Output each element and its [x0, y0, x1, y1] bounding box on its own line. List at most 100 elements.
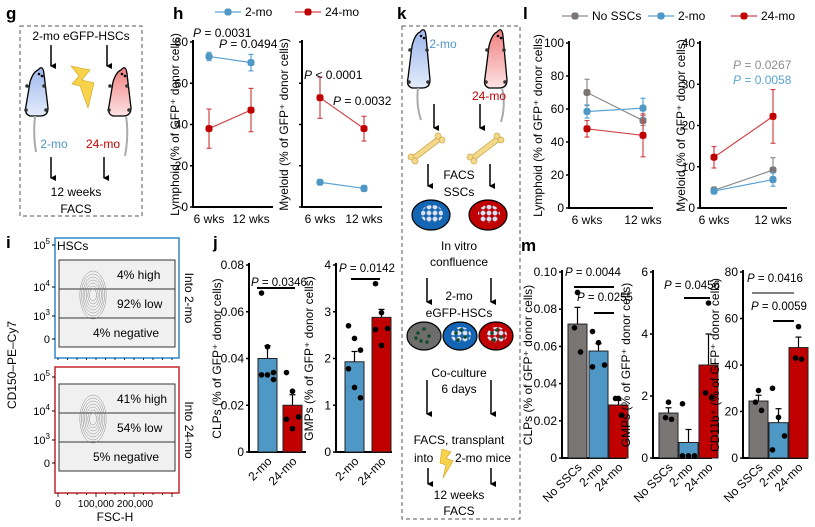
x-tick-label: 0 — [55, 499, 61, 510]
data-point — [583, 89, 591, 96]
g-top-text: 2-mo eGFP-HSCs — [32, 29, 129, 43]
data-point — [583, 107, 591, 115]
data-point — [283, 369, 290, 376]
data-point — [360, 184, 368, 192]
contour-ring — [82, 276, 104, 314]
bar-24-mo — [788, 347, 809, 459]
legend-marker — [224, 8, 232, 16]
lightning-bolt-icon — [439, 448, 454, 479]
k-facs-final-text: FACS — [443, 504, 474, 518]
panel-label-k: k — [397, 4, 407, 23]
data-point — [662, 414, 669, 421]
p-value-annotation: P = 0.0059 — [751, 301, 807, 313]
contour-ring — [84, 403, 102, 435]
data-point — [247, 59, 255, 67]
data-point — [345, 322, 352, 329]
data-point — [264, 344, 271, 350]
data-point — [612, 395, 619, 402]
data-point — [639, 131, 647, 139]
series-line-2-mo — [713, 178, 774, 192]
x-tick-label: 12 wks — [624, 213, 661, 227]
flow-side-label: Into 24-mo — [182, 401, 196, 459]
data-point — [639, 104, 647, 112]
x-tick-label: 6 wks — [572, 213, 603, 227]
data-point — [577, 349, 584, 355]
y-tick-label: 103 — [33, 432, 50, 447]
k-confluence-text: confluence — [430, 255, 488, 269]
gate-low — [58, 288, 176, 319]
y-axis-label: CD11b⁺ (% of GFP⁺ donor cells) — [708, 278, 722, 452]
data-point — [351, 384, 358, 391]
y-axis-label: CLPs (% of GFP⁺ donor cells) — [521, 285, 535, 445]
p-value-annotation: P = 0.0346 — [251, 277, 307, 289]
data-point — [665, 399, 672, 406]
data-point — [755, 387, 762, 394]
y-axis-label: GMPs (% of GFP⁺ donor cells) — [619, 283, 633, 447]
data-point — [571, 325, 578, 331]
data-point — [372, 280, 379, 287]
data-point — [798, 356, 805, 362]
data-point — [781, 433, 788, 439]
data-point — [769, 176, 777, 184]
series-line-24-mo — [586, 128, 644, 136]
series-line-24-mo — [208, 109, 252, 130]
y-tick-label: 60 — [725, 312, 739, 326]
chart-m-clps: 0 0.02 0.04 0.06 0.08 0.10 CLPs (% of GFP⁺ don… — [521, 265, 633, 505]
y-tick-label: 0 — [688, 201, 695, 215]
y-axis-label: GMPs (% of GFP⁺ donor cells) — [302, 276, 316, 440]
gate-label-low: 92% low — [117, 297, 163, 311]
k-weeks-text: 12 weeks — [434, 488, 485, 502]
x-axis-label: FSC-H — [97, 510, 134, 524]
data-point — [769, 447, 776, 453]
contour-ring — [81, 273, 105, 317]
data-point — [351, 335, 358, 342]
y-tick-label: 100 — [544, 36, 564, 50]
panel-g-schematic: 2-mo eGFP-HSCs 2-mo 24-mo 12 weeks FACS — [19, 25, 143, 217]
y-tick-label: 40 — [175, 118, 189, 132]
y-tick-label: 0.04 — [221, 352, 245, 366]
p-value-annotation: P = 0.0267 — [733, 58, 792, 72]
y-tick-label: 0.06 — [221, 305, 245, 319]
legend-l: No SSCs 2-mo 24-mo — [562, 9, 795, 23]
y-tick-label: 2 — [641, 389, 648, 403]
k-mice-text: 2-mo mice — [455, 451, 511, 465]
data-point — [601, 362, 608, 368]
y-tick-label: 80 — [175, 35, 189, 49]
p-value-annotation: P = 0.0032 — [333, 94, 392, 108]
legend-marker — [657, 12, 665, 20]
data-point — [583, 125, 591, 133]
y-axis-label: Lymphoid (% of GFP⁺ donor cells) — [531, 34, 545, 217]
y-tick-label: 0.08 — [534, 302, 558, 316]
panel-label-l: l — [523, 4, 528, 23]
series-line-2-mo — [586, 107, 644, 113]
k-old-label: 24-mo — [472, 89, 506, 103]
y-tick-label: 104 — [33, 279, 50, 294]
y-tick-label: 0.08 — [221, 258, 245, 272]
p-value-annotation: P = 0.0142 — [339, 263, 395, 275]
data-point — [702, 390, 709, 396]
data-point — [792, 355, 799, 361]
y-tick-label: 20 — [725, 405, 739, 419]
k-coculture-text: Co-culture — [431, 366, 487, 380]
bar-24-mo — [698, 364, 719, 459]
k-sscs-text: SSCs — [444, 185, 475, 199]
data-point — [668, 416, 675, 423]
flow-plot-title: HSCs — [57, 239, 88, 253]
mouse-icon-old — [107, 67, 132, 157]
data-point — [589, 328, 596, 335]
panel-k-schematic: 2-mo 24-mo FACS — [401, 25, 521, 520]
data-point — [258, 290, 265, 296]
bar-no-sscs — [567, 323, 588, 459]
y-tick-label: 0.06 — [534, 339, 558, 353]
culture-dish-none-icon — [406, 321, 442, 351]
mouse-icon-old — [483, 29, 508, 123]
y-tick-label: 103 — [33, 308, 50, 323]
gate-label-neg: 5% negative — [93, 450, 159, 464]
culture-dish-young-icon — [442, 321, 478, 351]
y-tick-label: 30 — [682, 77, 696, 91]
y-tick-label: 104 — [33, 403, 50, 418]
panel-label-m: m — [521, 236, 536, 255]
y-tick-label: 0 — [550, 451, 557, 465]
